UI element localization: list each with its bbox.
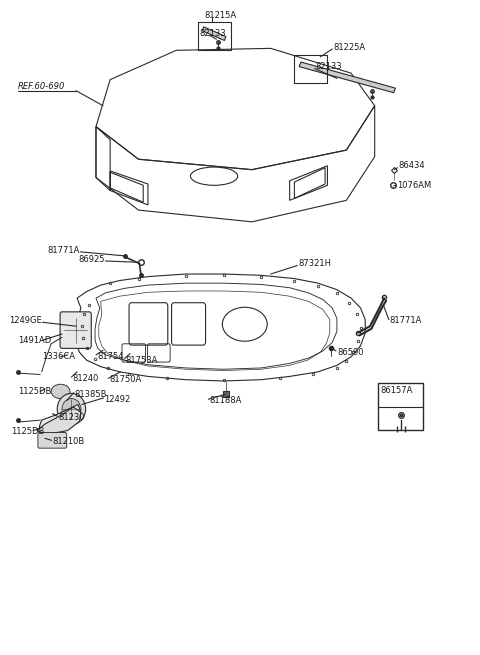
Text: REF.60-690: REF.60-690 [18,82,65,90]
Polygon shape [37,407,81,434]
Text: 81753A: 81753A [125,356,157,365]
Text: 82133: 82133 [199,29,226,39]
Text: 81754: 81754 [97,352,123,361]
Ellipse shape [62,399,81,419]
Text: 12492: 12492 [105,395,131,403]
Text: 1125DB: 1125DB [18,387,51,396]
Text: 1491AD: 1491AD [18,336,51,345]
Text: 81385B: 81385B [75,390,107,398]
Text: 81225A: 81225A [333,43,365,52]
Polygon shape [202,27,226,41]
Ellipse shape [57,394,85,424]
FancyBboxPatch shape [38,432,67,448]
Polygon shape [299,62,396,93]
Text: 81188A: 81188A [209,396,242,405]
Text: 86157A: 86157A [381,386,413,395]
Text: 82133: 82133 [316,62,342,71]
Text: 86925: 86925 [78,255,105,264]
FancyBboxPatch shape [60,312,91,348]
Text: 81771A: 81771A [47,246,80,255]
Text: 81230: 81230 [58,413,84,422]
Text: 81240: 81240 [72,374,99,383]
Text: 1125DB: 1125DB [11,427,44,436]
Text: 86434: 86434 [398,161,425,170]
Text: 81215A: 81215A [204,11,237,20]
Text: 87321H: 87321H [298,259,331,268]
Text: 81210B: 81210B [52,437,85,446]
Ellipse shape [51,384,70,399]
Text: 81771A: 81771A [390,316,422,326]
Text: 81750A: 81750A [109,375,142,384]
Text: 1336CA: 1336CA [42,352,75,362]
Text: 1249GE: 1249GE [9,316,42,326]
Text: 1076AM: 1076AM [397,181,432,190]
Polygon shape [39,404,81,430]
Text: 86590: 86590 [337,348,363,357]
